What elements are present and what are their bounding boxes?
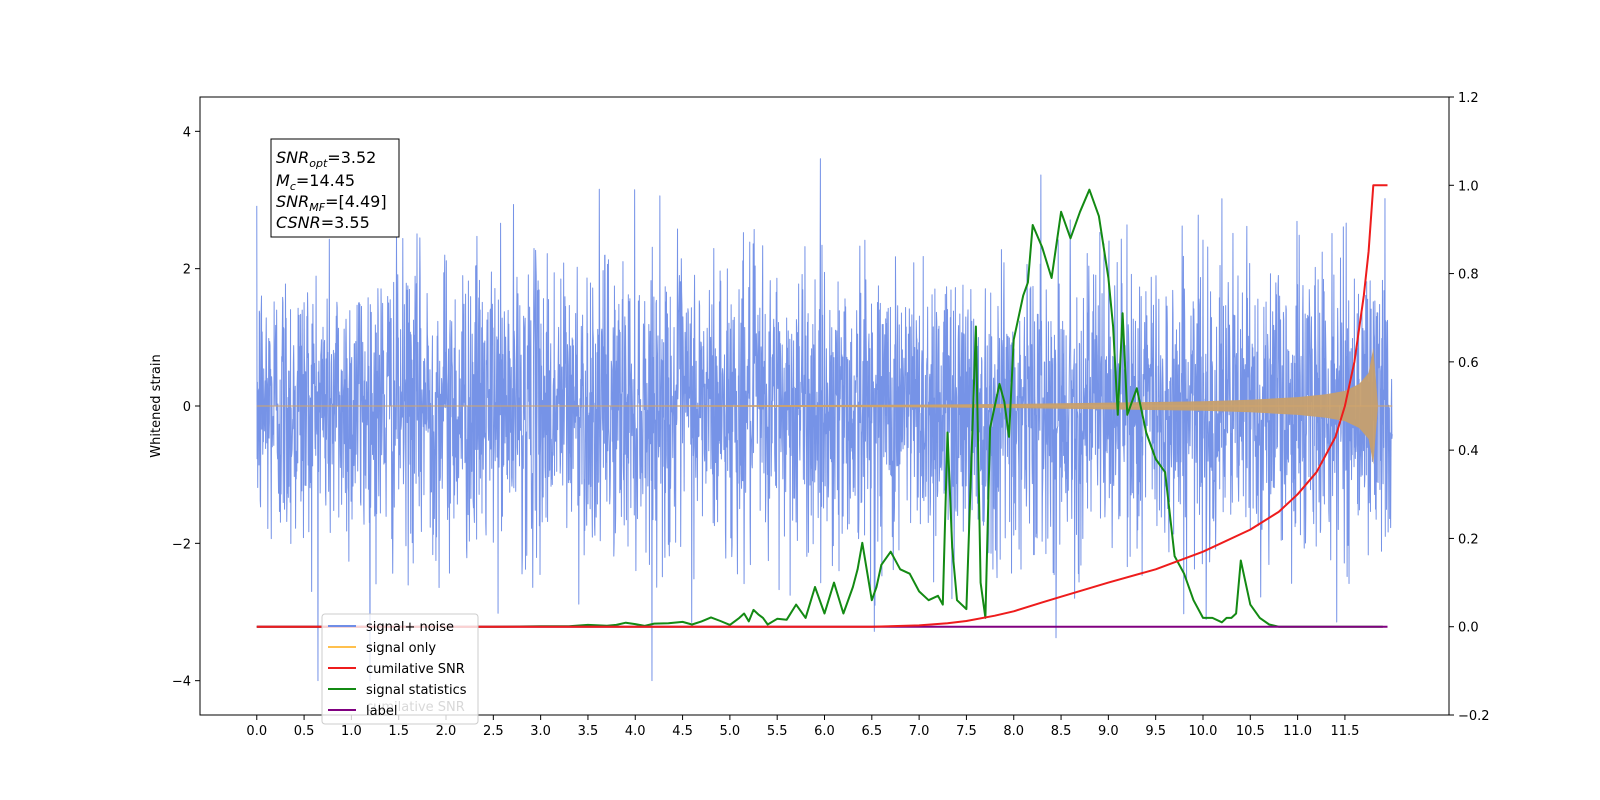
y-right-tick-label: 0.8 [1458, 268, 1479, 283]
x-tick-label: 6.0 [814, 724, 835, 739]
y-left-tick-label: 4 [183, 125, 191, 140]
x-tick-label: 5.0 [720, 724, 741, 739]
y-left-tick-label: −4 [172, 675, 191, 690]
x-tick-label: 4.0 [625, 724, 646, 739]
x-tick-label: 11.5 [1330, 724, 1359, 739]
annotation-line-csnr: CSNR=3.55 [276, 213, 370, 232]
y-axis-label: Whitened strain [149, 354, 164, 457]
x-tick-label: 11.0 [1283, 724, 1312, 739]
x-tick-label: 7.5 [956, 724, 977, 739]
x-tick-label: 2.0 [436, 724, 457, 739]
x-tick-label: 3.5 [578, 724, 599, 739]
x-tick-label: 10.5 [1236, 724, 1265, 739]
x-tick-label: 8.0 [1003, 724, 1024, 739]
legend-label-signal-plus-noise: signal+ noise [366, 620, 454, 635]
y-right-tick-label: 0.4 [1458, 444, 1479, 459]
x-tick-label: 8.5 [1051, 724, 1072, 739]
x-tick-label: 1.0 [341, 724, 362, 739]
x-tick-label: 10.0 [1189, 724, 1218, 739]
y-left-tick-label: 2 [183, 263, 191, 278]
annotation-box: SNRopt=3.52 Mc=14.45 SNRMF=[4.49] CSNR=3… [271, 139, 399, 237]
x-tick-label: 1.5 [388, 724, 409, 739]
legend: cumilative SNR signal+ noise signal only… [322, 614, 478, 724]
y-right-tick-label: 0.6 [1458, 356, 1479, 371]
legend-label-signal-statistics: signal statistics [366, 683, 467, 698]
y-right-tick-label: 1.0 [1458, 179, 1479, 194]
x-tick-label: 4.5 [672, 724, 693, 739]
x-tick-label: 6.5 [861, 724, 882, 739]
y-right-tick-label: 1.2 [1458, 91, 1479, 106]
legend-label-cumulative-snr: cumilative SNR [366, 662, 465, 677]
y-left-tick-label: −2 [172, 537, 191, 552]
x-tick-label: 0.0 [246, 724, 267, 739]
y-right-tick-label: 0.0 [1458, 621, 1479, 636]
y-right-tick-label: 0.2 [1458, 532, 1479, 547]
legend-label-label: label [366, 704, 397, 719]
x-tick-label: 9.0 [1098, 724, 1119, 739]
annotation-line-snr-mf: SNRMF=[4.49] [276, 192, 387, 214]
annotation-line-mc: Mc=14.45 [276, 171, 355, 193]
x-tick-label: 0.5 [294, 724, 315, 739]
x-tick-label: 9.5 [1145, 724, 1166, 739]
x-tick-label: 2.5 [483, 724, 504, 739]
y-right-tick-label: −0.2 [1458, 709, 1490, 724]
y-left-tick-label: 0 [183, 400, 191, 415]
x-tick-label: 3.0 [530, 724, 551, 739]
x-tick-label: 7.0 [909, 724, 930, 739]
x-tick-label: 5.5 [767, 724, 788, 739]
legend-label-signal-only: signal only [366, 641, 436, 656]
